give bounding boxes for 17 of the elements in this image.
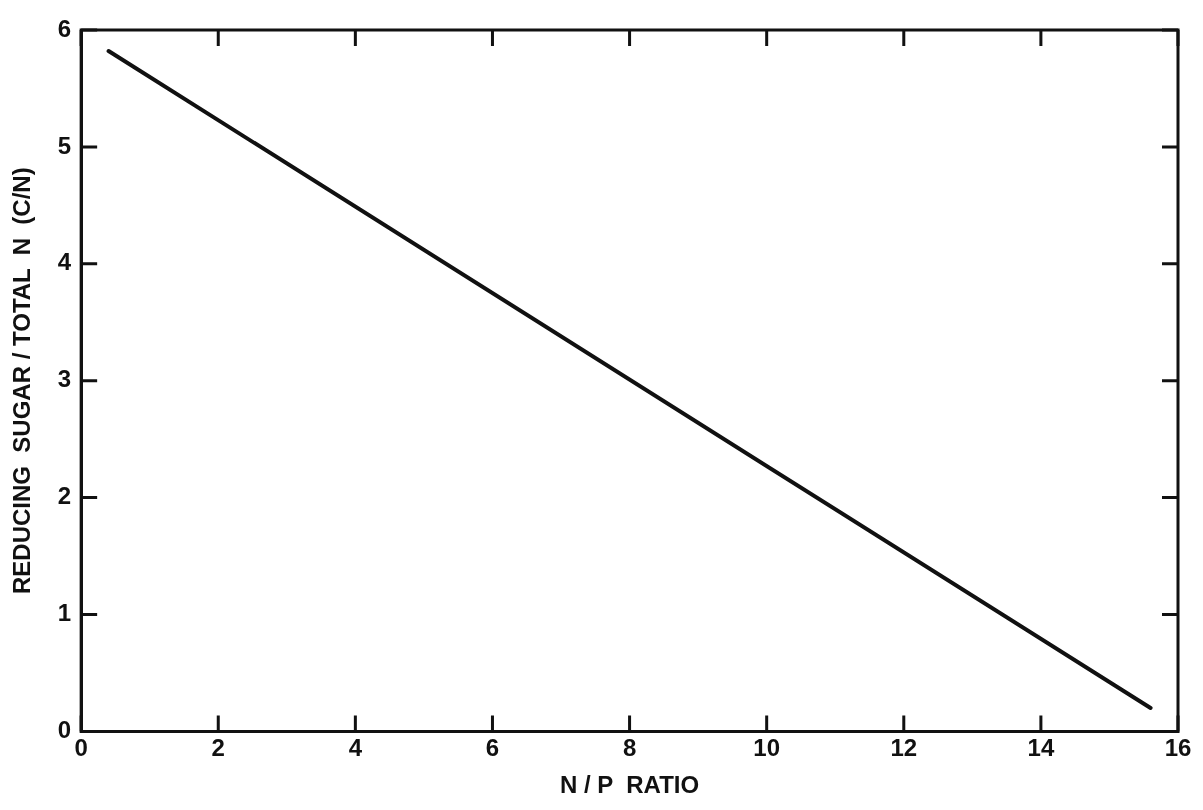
x-tick-label: 4 [348,734,363,762]
x-tick-label: 12 [890,734,918,762]
y-tick-label: 6 [57,14,72,42]
x-axis-title: N / P RATIO [560,771,700,799]
y-tick-label: 0 [57,716,72,744]
y-tick-label: 1 [57,599,72,627]
x-tick-label: 16 [1164,734,1192,762]
x-tick-label: 14 [1027,734,1055,762]
y-tick-label: 3 [57,365,72,393]
y-axis-title: REDUCING SUGAR / TOTAL N (C/N) [8,167,36,595]
y-tick-label: 4 [57,248,72,276]
x-tick-label: 8 [622,734,637,762]
x-tick-label: 10 [753,734,781,762]
x-tick-label: 6 [485,734,500,762]
y-tick-label: 5 [57,131,72,159]
y-tick-label: 2 [57,482,72,510]
x-tick-label: 2 [211,734,225,762]
